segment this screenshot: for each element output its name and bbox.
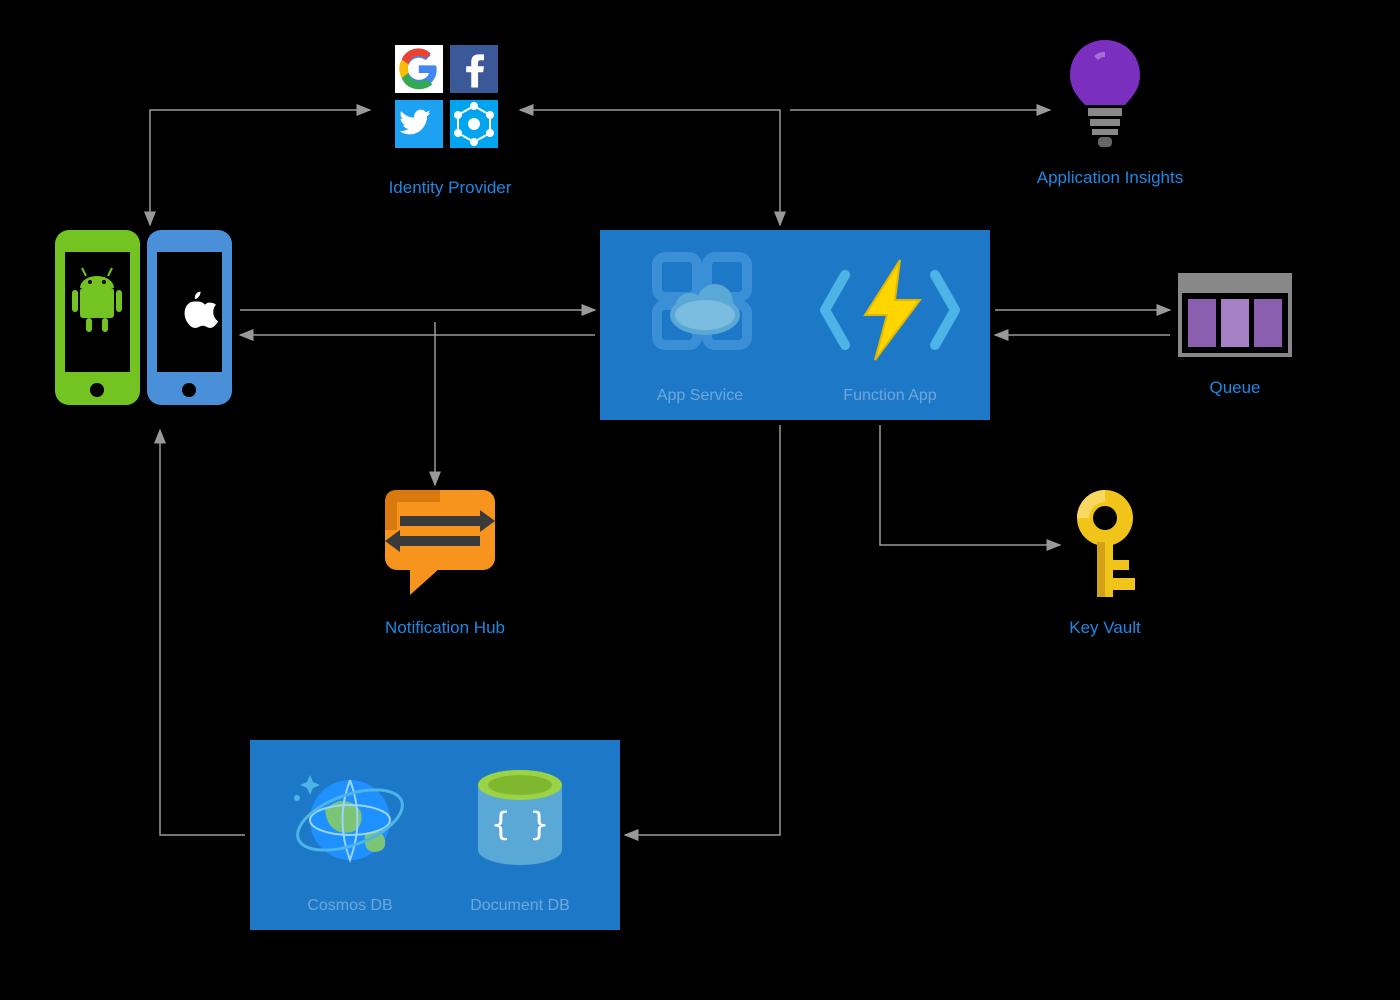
function-app-label: Function App <box>843 387 937 404</box>
android-phone-icon <box>55 230 140 405</box>
architecture-diagram: App Service Function App <box>0 0 1400 1000</box>
mobile-devices <box>55 230 232 405</box>
key-vault-node <box>1077 490 1135 597</box>
identity-provider-node <box>395 45 498 148</box>
identity-provider-label: Identity Provider <box>360 178 540 198</box>
notification-hub-icon <box>385 490 495 595</box>
notification-hub-node <box>385 490 495 595</box>
app-service-label: App Service <box>657 387 743 404</box>
app-insights-node <box>1070 40 1140 147</box>
document-db-label: Document DB <box>470 897 570 914</box>
services-box: App Service Function App <box>600 230 990 420</box>
lightbulb-icon <box>1070 40 1140 147</box>
facebook-icon <box>450 45 498 93</box>
queue-node <box>1180 275 1290 355</box>
twitter-icon <box>395 100 443 148</box>
edges <box>150 110 1170 835</box>
key-icon <box>1077 490 1135 597</box>
cosmos-db-label: Cosmos DB <box>307 897 392 914</box>
key-vault-label: Key Vault <box>1050 618 1160 638</box>
ios-phone-icon <box>147 230 232 405</box>
queue-icon <box>1180 275 1290 355</box>
google-icon <box>395 45 443 93</box>
app-insights-label: Application Insights <box>1010 168 1210 188</box>
db-box: { } Cosmos DB Document DB <box>250 740 620 930</box>
notification-hub-label: Notification Hub <box>355 618 535 638</box>
svg-text:{ }: { } <box>491 805 549 843</box>
document-db-icon: { } <box>478 770 562 865</box>
queue-label: Queue <box>1180 378 1290 398</box>
azure-ad-icon <box>450 100 498 148</box>
